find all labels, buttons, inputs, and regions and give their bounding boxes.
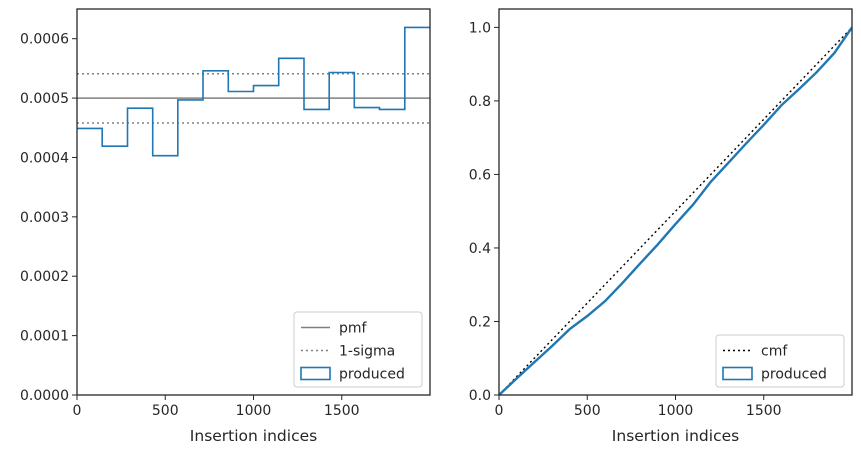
- x-tick-label-2: 1000: [658, 403, 694, 419]
- y-tick-label-5: 1.0: [469, 20, 491, 36]
- legend-label-produced: produced: [761, 367, 827, 383]
- legend-label-produced: produced: [339, 367, 405, 383]
- y-tick-label-1: 0.2: [469, 314, 491, 330]
- legend: pmf 1-sigma produced: [293, 311, 423, 388]
- legend-swatch-produced: [722, 366, 753, 381]
- x-axis-label: Insertion indices: [190, 427, 317, 445]
- y-tick-label-2: 0.0002: [20, 269, 69, 285]
- left-chart-pmf: 0 500 1000 1500 0.0000 0.0001 0.0002 0.0003 0.00…: [20, 8, 431, 445]
- legend-swatch-produced: [300, 366, 331, 381]
- y-tick-label-3: 0.6: [469, 167, 491, 183]
- y-tick-label-2: 0.4: [469, 241, 491, 257]
- x-axis-label: Insertion indices: [612, 427, 739, 445]
- x-tick-label-2: 1000: [236, 403, 272, 419]
- series-produced: [77, 26, 430, 157]
- y-tick-label-0: 0.0: [469, 388, 491, 404]
- y-tick-label-5: 0.0005: [20, 91, 69, 107]
- legend-box: [715, 334, 845, 388]
- y-tick-label-6: 0.0006: [20, 32, 69, 48]
- y-tick-label-0: 0.0000: [20, 388, 69, 404]
- legend: cmf produced: [715, 334, 845, 388]
- series-produced: [499, 26, 852, 395]
- x-tick-label-0: 0: [495, 403, 504, 419]
- legend-label-1-sigma: 1-sigma: [339, 344, 395, 360]
- legend-label-cmf: cmf: [761, 344, 788, 360]
- y-tick-label-1: 0.0001: [20, 329, 69, 345]
- x-tick-label-3: 1500: [324, 403, 360, 419]
- legend-label-pmf: pmf: [339, 321, 368, 337]
- plot-area: [77, 26, 430, 157]
- plot-area: [499, 26, 852, 395]
- x-tick-label-0: 0: [73, 403, 82, 419]
- right-chart-cmf: 0 500 1000 1500 0.0 0.2 0.4 0.6 0.8 1.0 Insertion …: [469, 8, 853, 445]
- x-tick-label-3: 1500: [746, 403, 782, 419]
- x-tick-label-1: 500: [574, 403, 601, 419]
- y-tick-label-4: 0.0004: [20, 150, 69, 166]
- y-tick-label-3: 0.0003: [20, 210, 69, 226]
- x-tick-label-1: 500: [152, 403, 179, 419]
- y-tick-label-4: 0.8: [469, 94, 491, 110]
